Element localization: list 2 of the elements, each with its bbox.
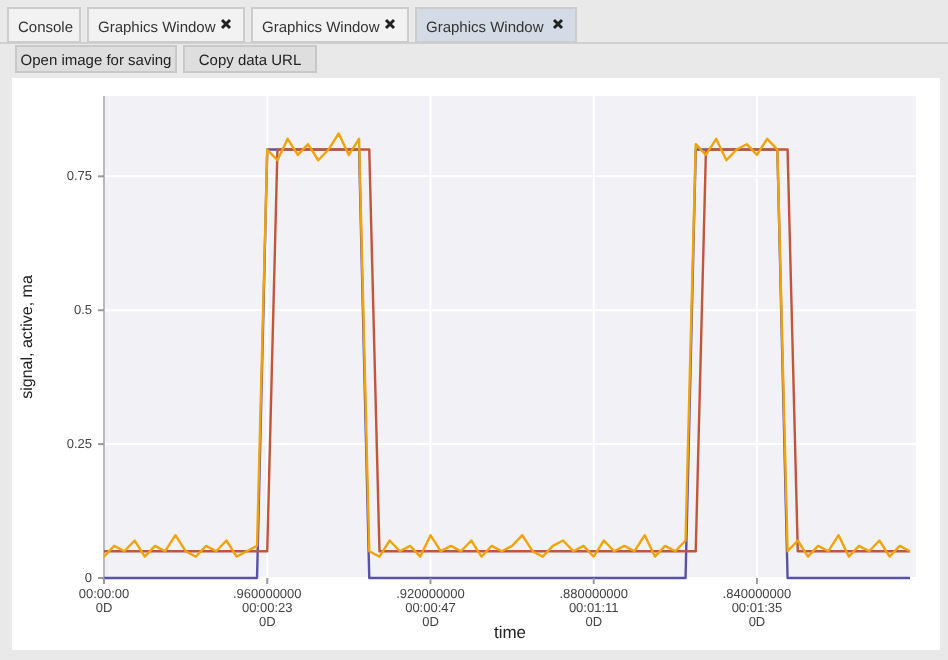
y-axis-title: signal, active, ma <box>18 274 36 399</box>
x-axis-title: time <box>493 622 527 642</box>
